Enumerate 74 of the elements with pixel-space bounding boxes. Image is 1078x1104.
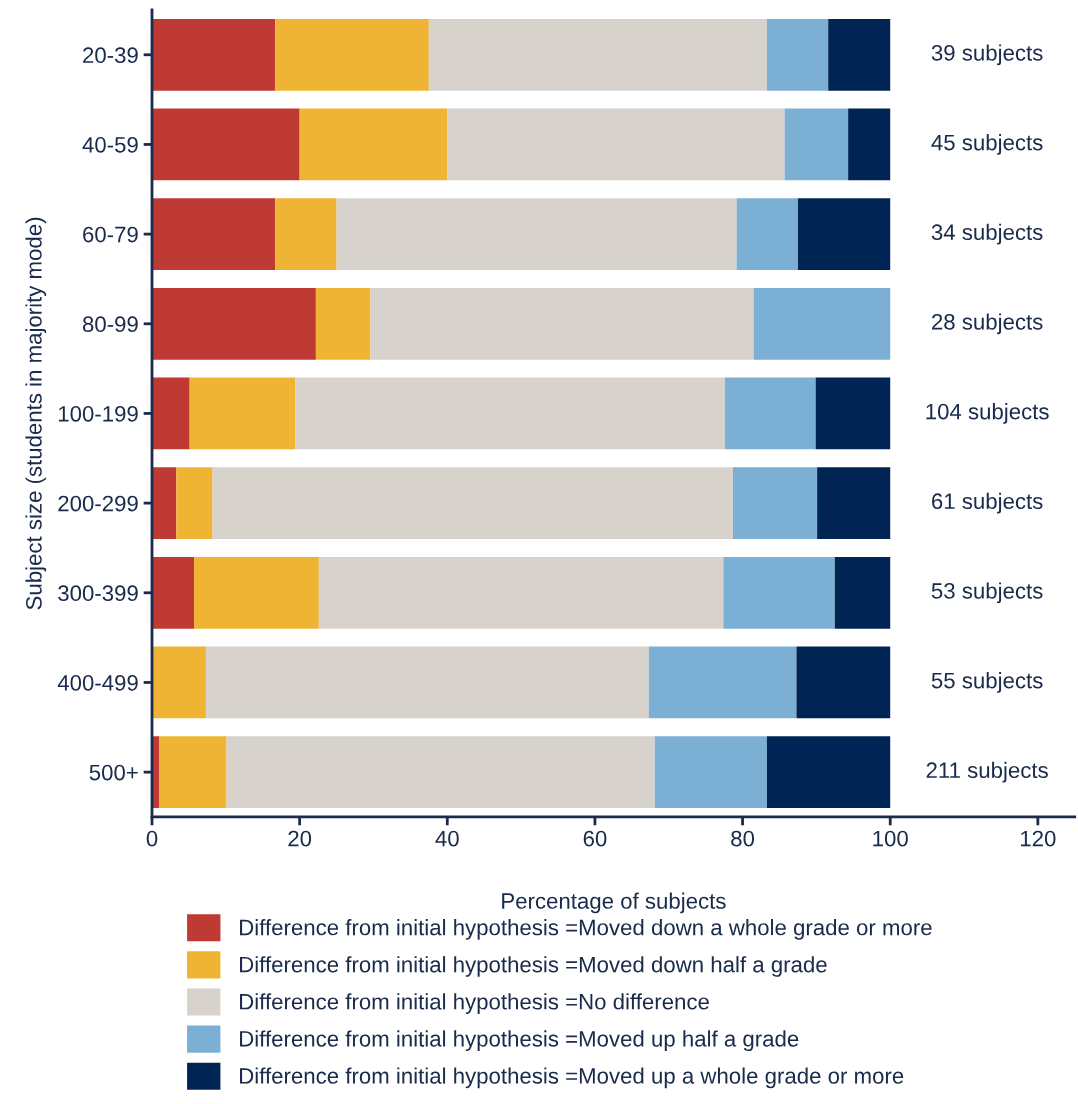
annotation: 61 subjects [932, 492, 1043, 514]
bar [817, 467, 891, 539]
legend-label: Difference from initial hypothesis =Moved down half a grade [240, 956, 827, 977]
bar [275, 198, 337, 270]
bar [318, 556, 724, 629]
bar [315, 287, 371, 360]
bar [370, 287, 754, 360]
bar [732, 467, 818, 539]
bar [766, 736, 891, 808]
bar [723, 556, 835, 629]
bar [226, 736, 655, 808]
bar [194, 556, 319, 629]
bar [654, 736, 767, 808]
y-tick-label: 20-39 [83, 47, 138, 64]
bar [428, 18, 767, 91]
annotation: 211 subjects [926, 761, 1048, 783]
annotation: 53 subjects [931, 582, 1043, 604]
y-tick-label: 500+ [89, 764, 138, 781]
bar [152, 646, 206, 719]
bar [834, 556, 891, 629]
bar [828, 18, 891, 91]
bar [753, 287, 891, 360]
bar [648, 646, 797, 719]
x-tick-label: 120 [1021, 830, 1056, 847]
x-tick-label: 40 [435, 830, 459, 847]
x-tick-label: 60 [583, 830, 607, 847]
bar [159, 736, 227, 808]
bar [152, 377, 190, 450]
y-tick-label: 40-59 [82, 136, 138, 153]
annotation: 104 subjects [926, 403, 1049, 424]
bar [447, 108, 785, 181]
annotation: 34 subjects [931, 223, 1043, 245]
bar [152, 18, 276, 91]
y-axis-title: Subject size (students in majority mode) [25, 217, 47, 610]
y-tick-label: 300-399 [58, 585, 138, 602]
bar [766, 18, 829, 91]
bar [784, 108, 849, 181]
annotation: 55 subjects [931, 672, 1043, 693]
x-tick-label: 0 [146, 830, 158, 847]
bar [275, 18, 429, 91]
bar [176, 467, 213, 539]
x-axis-title: Percentage of subjects [502, 892, 726, 914]
bar [336, 198, 737, 270]
annotation: 28 subjects [932, 313, 1043, 335]
y-tick-label: 400-499 [57, 674, 138, 691]
legend-label: Difference from initial hypothesis =Moved up half a grade [240, 1030, 799, 1052]
bar [299, 108, 448, 181]
bar [152, 198, 276, 270]
x-tick-label: 100 [873, 830, 908, 847]
y-tick-label: 200-299 [58, 495, 138, 512]
x-tick-label: 80 [731, 830, 755, 847]
bar [815, 377, 891, 450]
bar [152, 287, 316, 360]
y-tick-label: 100-199 [58, 405, 138, 422]
bar [212, 467, 733, 539]
bar [724, 377, 816, 450]
y-tick-label: 80-99 [82, 316, 138, 333]
x-tick-label: 20 [288, 830, 312, 847]
legend-label: Difference from initial hypothesis =Moved down a whole grade or more [240, 919, 932, 940]
annotation: 45 subjects [931, 134, 1043, 155]
bar [152, 556, 195, 629]
bar [797, 198, 891, 270]
bar [152, 467, 177, 539]
bar [848, 108, 891, 181]
bar [796, 646, 891, 719]
bar [205, 646, 649, 719]
legend-label: Difference from initial hypothesis =No difference [240, 993, 709, 1014]
legend-label: Difference from initial hypothesis =Moved up a whole grade or more [240, 1067, 904, 1089]
bar [152, 108, 300, 181]
y-tick-label: 60-79 [83, 226, 138, 243]
bar [295, 377, 725, 450]
annotation: 39 subjects [931, 44, 1043, 66]
bar [189, 377, 296, 450]
bar [736, 198, 798, 270]
